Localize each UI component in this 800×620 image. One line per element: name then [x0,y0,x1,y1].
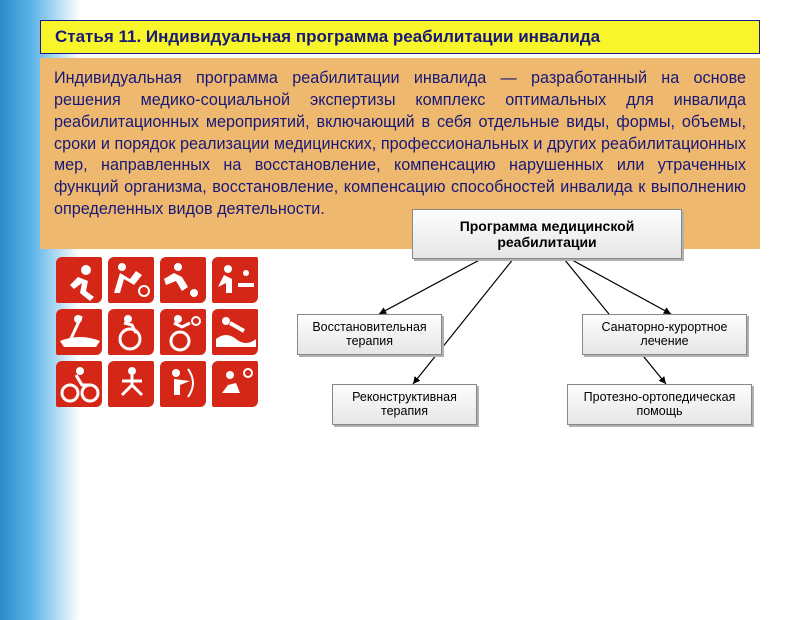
bottom-section: Программа медицинской реабилитацииВосста… [50,251,800,439]
diagram-node-n4: Протезно-ортопедическаяпомощь [567,384,752,425]
wheelchair-basket-icon [160,309,206,355]
article-title: Статья 11. Индивидуальная программа реаб… [40,20,760,54]
basketball-icon [108,257,154,303]
runner-icon [56,257,102,303]
cycling-icon [56,361,102,407]
table-tennis-icon [212,257,258,303]
canoe-icon [56,309,102,355]
sit-volley-icon [212,361,258,407]
rehab-program-diagram: Программа медицинской реабилитации Восста… [282,209,800,439]
soccer-icon [160,257,206,303]
diagram-node-n1: Восстановительнаятерапия [297,314,442,355]
diagram-node-n2: Санаторно-курортноелечение [582,314,747,355]
archer-icon [160,361,206,407]
paralympic-icons-grid [50,251,264,439]
gymnast-icon [108,361,154,407]
diagram-node-n3: Реконструктивнаятерапия [332,384,477,425]
diagram-root-node: Программа медицинской реабилитации [412,209,682,259]
wheelchair-race-icon [108,309,154,355]
swimmer-icon [212,309,258,355]
